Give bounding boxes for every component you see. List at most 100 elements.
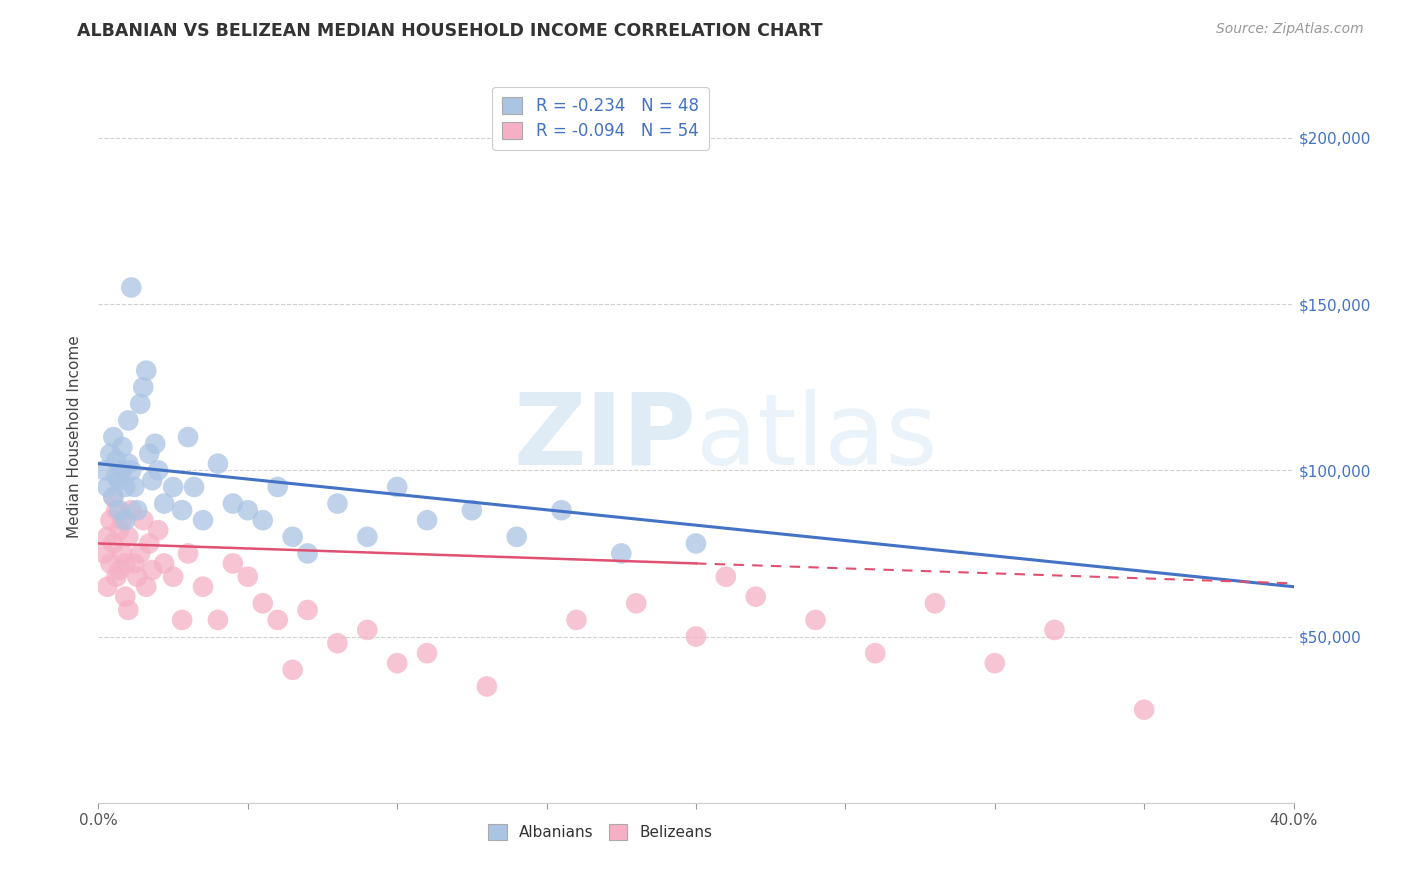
Point bbox=[326, 497, 349, 511]
Point bbox=[111, 513, 134, 527]
Point bbox=[105, 570, 128, 584]
Point bbox=[127, 503, 149, 517]
Point bbox=[120, 280, 142, 294]
Point bbox=[135, 363, 157, 377]
Point bbox=[98, 557, 122, 571]
Point bbox=[120, 503, 142, 517]
Point bbox=[385, 656, 409, 670]
Point bbox=[98, 513, 122, 527]
Point bbox=[865, 646, 887, 660]
Point bbox=[117, 530, 139, 544]
Point bbox=[93, 463, 115, 477]
Legend: Albanians, Belizeans: Albanians, Belizeans bbox=[482, 818, 718, 847]
Point bbox=[124, 480, 146, 494]
Point bbox=[207, 457, 229, 471]
Point bbox=[135, 580, 157, 594]
Point bbox=[183, 480, 205, 494]
Point bbox=[148, 463, 170, 477]
Point bbox=[103, 490, 125, 504]
Point bbox=[177, 546, 200, 560]
Point bbox=[685, 536, 707, 550]
Point bbox=[267, 480, 290, 494]
Point bbox=[153, 557, 176, 571]
Point bbox=[132, 513, 155, 527]
Point bbox=[475, 680, 498, 694]
Point bbox=[129, 397, 152, 411]
Point bbox=[114, 513, 136, 527]
Point bbox=[108, 563, 131, 577]
Point bbox=[461, 503, 484, 517]
Point bbox=[141, 563, 163, 577]
Point bbox=[281, 530, 304, 544]
Point bbox=[148, 523, 170, 537]
Point bbox=[117, 603, 139, 617]
Point bbox=[96, 530, 118, 544]
Point bbox=[177, 430, 200, 444]
Point bbox=[114, 480, 136, 494]
Point bbox=[103, 430, 125, 444]
Point bbox=[120, 463, 142, 477]
Point bbox=[172, 503, 194, 517]
Point bbox=[565, 613, 588, 627]
Text: atlas: atlas bbox=[696, 389, 938, 485]
Point bbox=[252, 513, 274, 527]
Point bbox=[114, 557, 136, 571]
Point bbox=[804, 613, 827, 627]
Point bbox=[96, 480, 118, 494]
Point bbox=[191, 513, 214, 527]
Point bbox=[326, 636, 349, 650]
Point bbox=[506, 530, 529, 544]
Point bbox=[162, 570, 184, 584]
Point bbox=[138, 536, 160, 550]
Point bbox=[105, 470, 128, 484]
Point bbox=[745, 590, 768, 604]
Point bbox=[111, 463, 134, 477]
Point bbox=[127, 570, 149, 584]
Point bbox=[297, 546, 319, 560]
Y-axis label: Median Household Income: Median Household Income bbox=[67, 335, 83, 539]
Point bbox=[111, 546, 134, 560]
Point bbox=[162, 480, 184, 494]
Point bbox=[108, 523, 131, 537]
Point bbox=[984, 656, 1007, 670]
Point bbox=[416, 513, 439, 527]
Point bbox=[172, 613, 194, 627]
Point bbox=[550, 503, 572, 517]
Point bbox=[714, 570, 737, 584]
Point bbox=[297, 603, 319, 617]
Point bbox=[252, 596, 274, 610]
Point bbox=[103, 536, 125, 550]
Point bbox=[222, 557, 245, 571]
Point bbox=[385, 480, 409, 494]
Point bbox=[236, 570, 259, 584]
Point bbox=[143, 436, 166, 450]
Point bbox=[281, 663, 304, 677]
Point bbox=[153, 497, 176, 511]
Point bbox=[207, 613, 229, 627]
Point bbox=[141, 473, 163, 487]
Point bbox=[685, 630, 707, 644]
Point bbox=[1043, 623, 1066, 637]
Point bbox=[356, 530, 378, 544]
Point bbox=[267, 613, 290, 627]
Point bbox=[191, 580, 214, 594]
Point bbox=[108, 473, 131, 487]
Point bbox=[356, 623, 378, 637]
Point bbox=[222, 497, 245, 511]
Point bbox=[114, 590, 136, 604]
Text: ZIP: ZIP bbox=[513, 389, 696, 485]
Point bbox=[111, 440, 134, 454]
Point bbox=[105, 453, 128, 467]
Point bbox=[93, 546, 115, 560]
Point bbox=[924, 596, 946, 610]
Point bbox=[98, 447, 122, 461]
Point bbox=[103, 490, 125, 504]
Point bbox=[108, 503, 131, 517]
Point bbox=[610, 546, 633, 560]
Point bbox=[117, 413, 139, 427]
Point bbox=[138, 447, 160, 461]
Point bbox=[129, 546, 152, 560]
Point bbox=[117, 457, 139, 471]
Point bbox=[96, 580, 118, 594]
Point bbox=[124, 557, 146, 571]
